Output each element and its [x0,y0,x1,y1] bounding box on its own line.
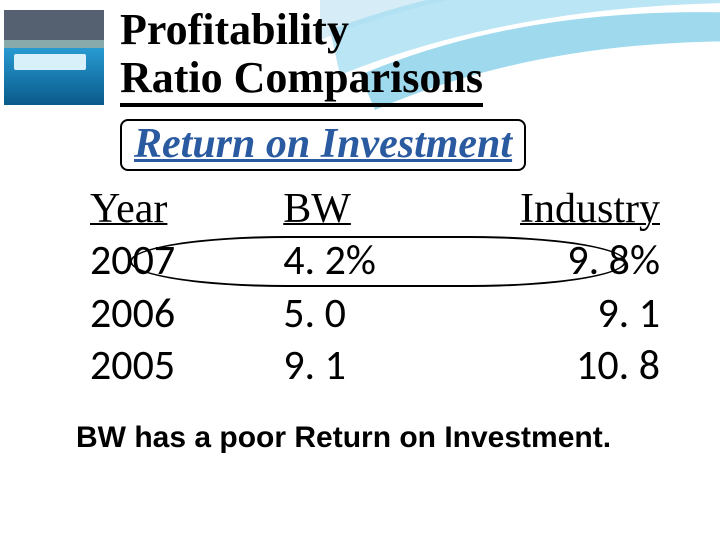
table-row: 2007 4. 2% 9. 8% [90,235,660,288]
corner-image [4,10,104,105]
page-title: Profitability Ratio Comparisons [120,6,680,107]
data-table: Year BW Industry 2007 4. 2% 9. 8% 2006 5… [90,183,660,393]
cell-year: 2007 [90,235,283,288]
cell-year: 2005 [90,340,283,393]
cell-bw: 5. 0 [283,288,476,341]
footer-text: BW has a poor Return on Investment. [76,421,680,455]
header-year: Year [90,186,167,232]
header-industry: Industry [520,186,660,232]
title-line2: Ratio Comparisons [120,54,483,106]
cell-bw: 9. 1 [283,340,476,393]
cell-industry: 9. 1 [476,288,660,341]
cell-bw: 4. 2% [283,235,476,288]
title-line1: Profitability [120,5,349,54]
cell-industry: 10. 8 [476,340,660,393]
cell-year: 2006 [90,288,283,341]
cell-industry: 9. 8% [476,235,660,288]
subtitle: Return on Investment [120,119,526,171]
table-header-row: Year BW Industry [90,183,660,236]
header-bw: BW [283,186,351,232]
table-row: 2005 9. 1 10. 8 [90,340,660,393]
table-row: 2006 5. 0 9. 1 [90,288,660,341]
